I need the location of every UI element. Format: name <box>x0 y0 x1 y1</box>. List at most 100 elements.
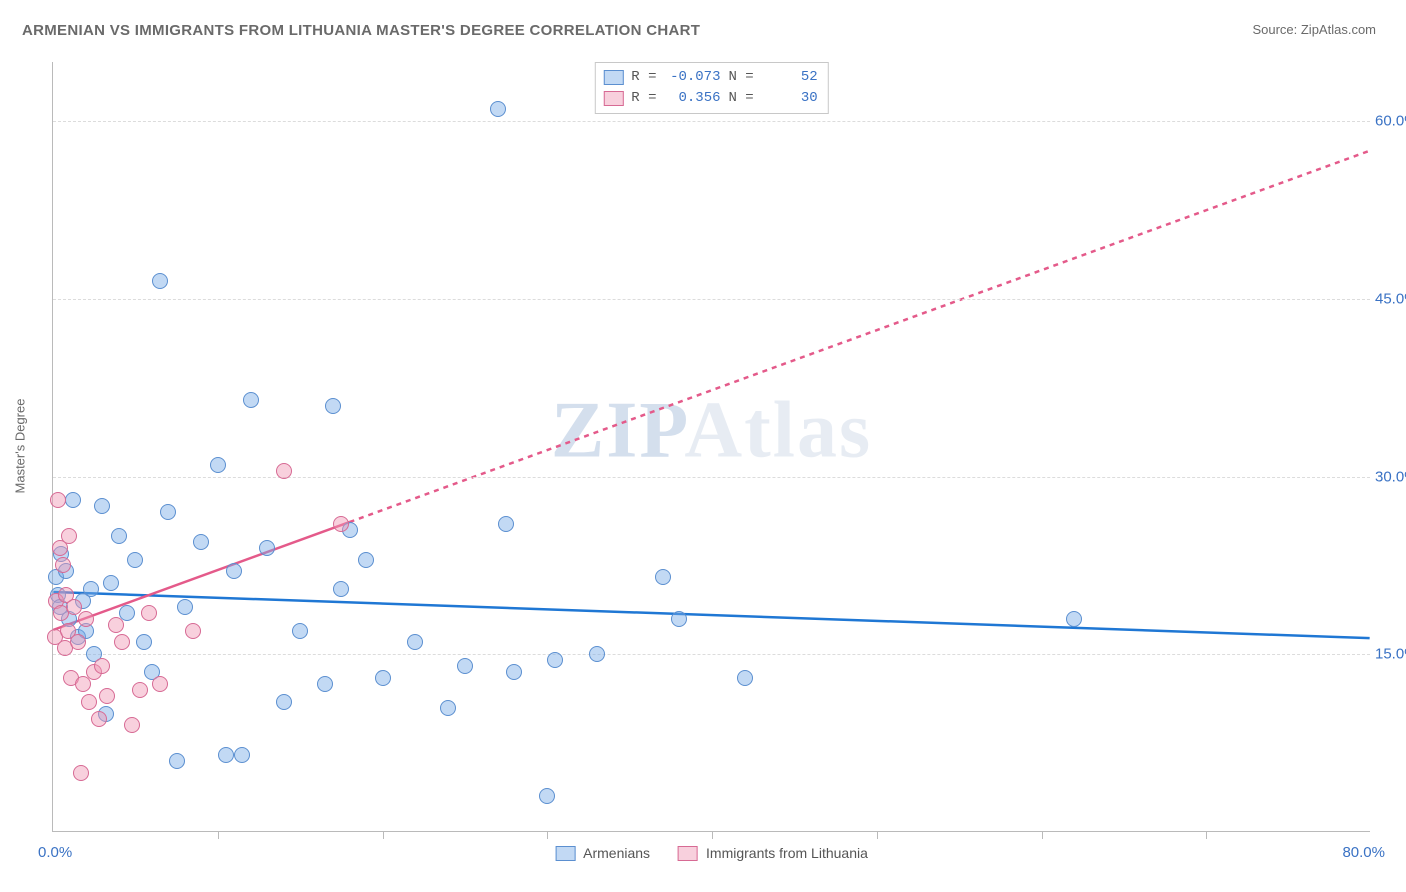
scatter-point-armenians <box>103 575 119 591</box>
scatter-point-lithuania <box>73 765 89 781</box>
x-tick <box>218 831 219 839</box>
trendline-armenians <box>53 592 1369 638</box>
scatter-point-armenians <box>539 788 555 804</box>
watermark-pre: ZIP <box>551 387 684 475</box>
y-tick-label: 45.0% <box>1375 290 1406 307</box>
scatter-point-armenians <box>226 563 242 579</box>
scatter-point-lithuania <box>114 634 130 650</box>
legend-R-label: R = <box>631 67 656 88</box>
scatter-point-armenians <box>589 646 605 662</box>
scatter-point-armenians <box>111 528 127 544</box>
scatter-point-armenians <box>317 676 333 692</box>
gridline <box>53 299 1370 300</box>
legend-swatch-armenians <box>603 70 623 85</box>
legend-N-value-2: 30 <box>762 88 818 109</box>
scatter-point-lithuania <box>108 617 124 633</box>
scatter-point-lithuania <box>333 516 349 532</box>
scatter-point-armenians <box>65 492 81 508</box>
scatter-point-lithuania <box>99 688 115 704</box>
scatter-point-armenians <box>325 398 341 414</box>
legend-series-label-1: Armenians <box>583 845 650 861</box>
scatter-point-armenians <box>169 753 185 769</box>
x-tick <box>1042 831 1043 839</box>
legend-N-label: N = <box>729 88 754 109</box>
scatter-point-lithuania <box>70 634 86 650</box>
legend-top-row-2: R = 0.356 N = 30 <box>603 88 817 109</box>
scatter-point-armenians <box>127 552 143 568</box>
x-tick <box>547 831 548 839</box>
scatter-point-armenians <box>358 552 374 568</box>
scatter-point-armenians <box>136 634 152 650</box>
y-tick-label: 15.0% <box>1375 646 1406 663</box>
x-tick <box>383 831 384 839</box>
scatter-point-armenians <box>737 670 753 686</box>
trendline-lithuania-dashed <box>350 151 1370 522</box>
scatter-point-armenians <box>407 634 423 650</box>
legend-R-label: R = <box>631 88 656 109</box>
scatter-point-armenians <box>375 670 391 686</box>
scatter-point-armenians <box>83 581 99 597</box>
scatter-point-lithuania <box>276 463 292 479</box>
plot-area: ZIPAtlas R = -0.073 N = 52 R = 0.356 N =… <box>52 62 1370 832</box>
legend-series-label-2: Immigrants from Lithuania <box>706 845 868 861</box>
watermark-post: Atlas <box>684 387 872 475</box>
legend-R-value-2: 0.356 <box>665 88 721 109</box>
scatter-point-lithuania <box>152 676 168 692</box>
scatter-point-armenians <box>210 457 226 473</box>
scatter-point-armenians <box>160 504 176 520</box>
gridline <box>53 654 1370 655</box>
scatter-point-armenians <box>218 747 234 763</box>
scatter-point-armenians <box>276 694 292 710</box>
gridline <box>53 477 1370 478</box>
legend-swatch-armenians <box>555 846 575 861</box>
scatter-point-lithuania <box>61 528 77 544</box>
watermark: ZIPAtlas <box>551 386 872 477</box>
scatter-point-armenians <box>259 540 275 556</box>
gridline <box>53 121 1370 122</box>
scatter-point-lithuania <box>81 694 97 710</box>
legend-top: R = -0.073 N = 52 R = 0.356 N = 30 <box>594 62 828 114</box>
source-label: Source: ZipAtlas.com <box>1252 22 1376 37</box>
scatter-point-armenians <box>152 273 168 289</box>
scatter-point-armenians <box>498 516 514 532</box>
scatter-point-armenians <box>177 599 193 615</box>
y-tick-label: 30.0% <box>1375 468 1406 485</box>
legend-bottom-item-2: Immigrants from Lithuania <box>678 845 868 861</box>
scatter-point-lithuania <box>141 605 157 621</box>
legend-swatch-lithuania <box>678 846 698 861</box>
scatter-point-lithuania <box>124 717 140 733</box>
scatter-point-armenians <box>457 658 473 674</box>
scatter-point-armenians <box>655 569 671 585</box>
scatter-point-armenians <box>292 623 308 639</box>
legend-swatch-lithuania <box>603 91 623 106</box>
scatter-point-armenians <box>671 611 687 627</box>
scatter-point-armenians <box>94 498 110 514</box>
scatter-point-armenians <box>333 581 349 597</box>
scatter-point-lithuania <box>78 611 94 627</box>
x-max-label: 80.0% <box>1342 844 1385 861</box>
legend-N-label: N = <box>729 67 754 88</box>
scatter-point-lithuania <box>91 711 107 727</box>
x-tick <box>712 831 713 839</box>
y-tick-label: 60.0% <box>1375 113 1406 130</box>
scatter-point-lithuania <box>55 557 71 573</box>
legend-bottom-item-1: Armenians <box>555 845 650 861</box>
scatter-point-armenians <box>547 652 563 668</box>
legend-bottom: Armenians Immigrants from Lithuania <box>555 845 868 861</box>
scatter-point-armenians <box>1066 611 1082 627</box>
y-axis-label: Master's Degree <box>13 399 28 494</box>
scatter-point-lithuania <box>50 492 66 508</box>
chart-title: ARMENIAN VS IMMIGRANTS FROM LITHUANIA MA… <box>22 22 700 39</box>
legend-R-value-1: -0.073 <box>665 67 721 88</box>
legend-top-row-1: R = -0.073 N = 52 <box>603 67 817 88</box>
trend-lines <box>53 62 1370 831</box>
scatter-point-lithuania <box>94 658 110 674</box>
scatter-point-armenians <box>234 747 250 763</box>
x-tick <box>877 831 878 839</box>
scatter-point-armenians <box>506 664 522 680</box>
scatter-point-armenians <box>193 534 209 550</box>
legend-N-value-1: 52 <box>762 67 818 88</box>
scatter-point-armenians <box>440 700 456 716</box>
x-tick <box>1206 831 1207 839</box>
scatter-point-armenians <box>243 392 259 408</box>
